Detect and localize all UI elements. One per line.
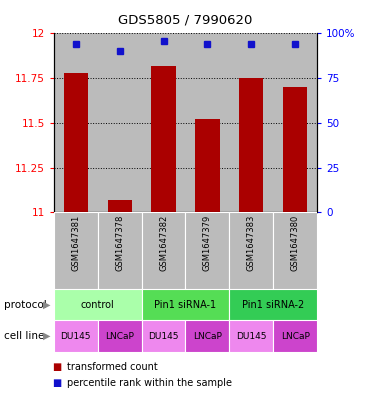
Text: percentile rank within the sample: percentile rank within the sample — [67, 378, 232, 388]
Text: transformed count: transformed count — [67, 362, 158, 373]
Text: GSM1647379: GSM1647379 — [203, 215, 212, 271]
Text: ▶: ▶ — [43, 299, 50, 310]
Bar — [54, 212, 98, 289]
Bar — [142, 289, 229, 320]
Text: GSM1647381: GSM1647381 — [71, 215, 80, 271]
Bar — [229, 212, 273, 289]
Bar — [196, 119, 220, 212]
Bar — [54, 33, 98, 212]
Text: LNCaP: LNCaP — [193, 332, 222, 340]
Text: GSM1647383: GSM1647383 — [247, 215, 256, 271]
Bar — [98, 320, 142, 352]
Text: cell line: cell line — [4, 331, 44, 341]
Bar — [273, 212, 317, 289]
Bar — [54, 320, 98, 352]
Text: LNCaP: LNCaP — [281, 332, 310, 340]
Text: Pin1 siRNA-1: Pin1 siRNA-1 — [154, 299, 217, 310]
Bar — [142, 212, 186, 289]
Bar — [273, 33, 317, 212]
Bar — [283, 87, 307, 212]
Bar — [54, 289, 142, 320]
Text: Pin1 siRNA-2: Pin1 siRNA-2 — [242, 299, 305, 310]
Bar — [98, 33, 142, 212]
Bar — [273, 320, 317, 352]
Bar — [108, 200, 132, 212]
Text: protocol: protocol — [4, 299, 46, 310]
Bar — [239, 78, 263, 212]
Text: DU145: DU145 — [60, 332, 91, 340]
Text: GSM1647380: GSM1647380 — [291, 215, 300, 271]
Text: ■: ■ — [52, 378, 61, 388]
Bar — [186, 320, 229, 352]
Text: control: control — [81, 299, 115, 310]
Bar — [142, 33, 186, 212]
Text: GDS5805 / 7990620: GDS5805 / 7990620 — [118, 14, 253, 27]
Text: GSM1647378: GSM1647378 — [115, 215, 124, 271]
Bar — [64, 73, 88, 212]
Bar — [229, 289, 317, 320]
Bar — [151, 66, 175, 212]
Bar — [186, 33, 229, 212]
Text: LNCaP: LNCaP — [105, 332, 134, 340]
Bar — [229, 320, 273, 352]
Bar — [142, 320, 186, 352]
Text: GSM1647382: GSM1647382 — [159, 215, 168, 271]
Text: ■: ■ — [52, 362, 61, 373]
Bar — [229, 33, 273, 212]
Text: DU145: DU145 — [236, 332, 267, 340]
Text: ▶: ▶ — [43, 331, 50, 341]
Bar — [186, 212, 229, 289]
Text: DU145: DU145 — [148, 332, 179, 340]
Bar — [98, 212, 142, 289]
